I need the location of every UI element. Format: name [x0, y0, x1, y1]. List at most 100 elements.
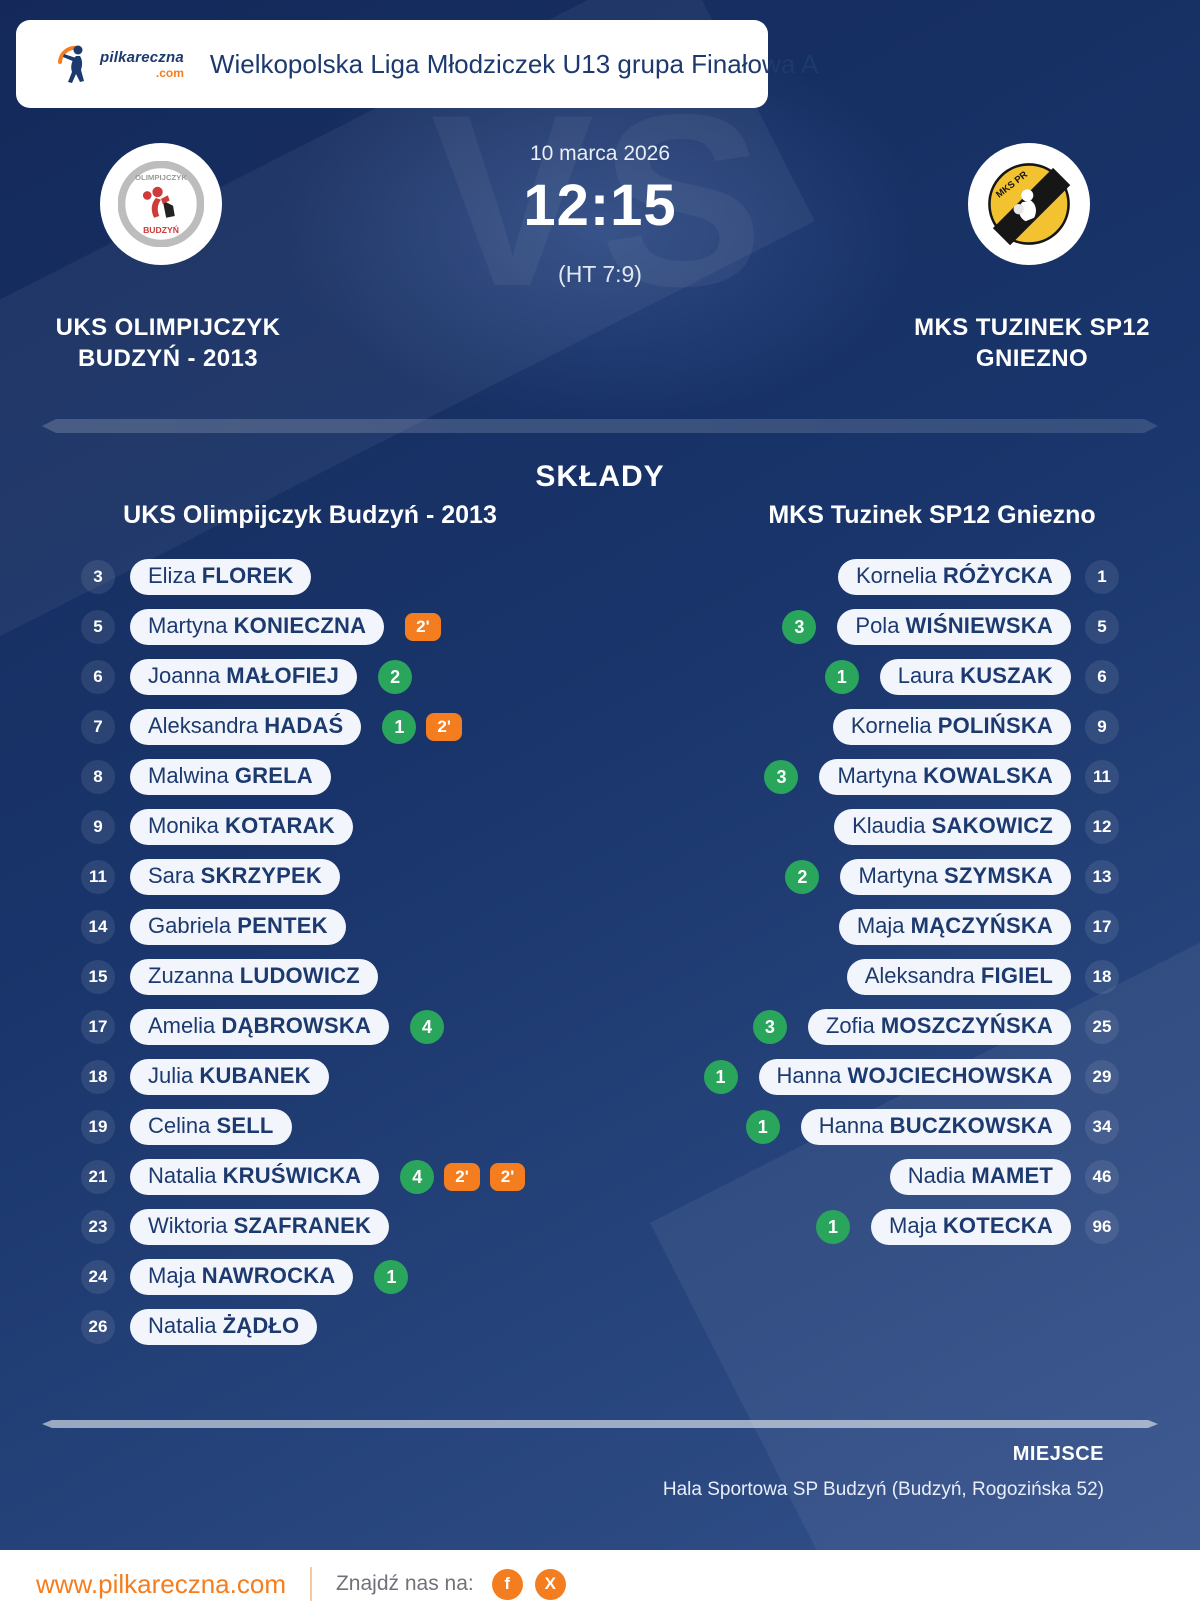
venue-value: Hala Sportowa SP Budzyń (Budzyń, Rogoziń… — [662, 1479, 1104, 1500]
player-badges: 4 2' 2' — [400, 1160, 526, 1194]
player-name-pill: Laura KUSZAK — [879, 659, 1071, 695]
player-number: 23 — [81, 1210, 115, 1244]
player-number: 29 — [1085, 1060, 1119, 1094]
player-badges: 2' — [405, 613, 441, 641]
halftime-score: (HT 7:9) — [558, 261, 642, 287]
player-number: 5 — [81, 610, 115, 644]
player-row: 3 Martyna KOWALSKA 11 — [479, 752, 1119, 802]
player-number: 1 — [1085, 560, 1119, 594]
home-team-name: UKS OLIMPIJCZYK BUDZYŃ - 2013 — [55, 314, 281, 372]
match-time: 12:15 — [523, 173, 677, 238]
lineups-heading: SKŁADY — [535, 460, 665, 493]
player-number: 24 — [81, 1260, 115, 1294]
section-divider — [42, 1420, 1158, 1428]
player-number: 6 — [1085, 660, 1119, 694]
goals-badge: 2 — [378, 660, 413, 694]
player-badges: 1 — [703, 1060, 738, 1094]
player-name-pill: Celina SELL — [130, 1109, 292, 1145]
player-number: 46 — [1085, 1160, 1119, 1194]
home-lineup-title: UKS Olimpijczyk Budzyń - 2013 — [123, 501, 497, 529]
player-row: Nadia MAMET 46 — [479, 1152, 1119, 1202]
player-number: 17 — [81, 1010, 115, 1044]
player-badges: 3 — [782, 610, 817, 644]
player-number: 12 — [1085, 810, 1119, 844]
player-row: 3 Zofia MOSZCZYŃSKA 25 — [479, 1002, 1119, 1052]
player-number: 5 — [1085, 610, 1119, 644]
penalty-2min-badge: 2' — [489, 1163, 526, 1191]
player-row: Kornelia POLIŃSKA 9 — [479, 702, 1119, 752]
venue-block: MIEJSCE Hala Sportowa SP Budzyń (Budzyń,… — [663, 1443, 1104, 1501]
player-row: 15 Zuzanna LUDOWICZ — [81, 952, 721, 1002]
player-name-pill: Martyna SZYMSKA — [840, 859, 1071, 895]
away-team-logo: MKS PR GNIEZNO — [968, 143, 1090, 265]
site-url-link[interactable]: www.pilkareczna.com — [36, 1568, 286, 1599]
goals-badge: 4 — [400, 1160, 435, 1194]
player-number: 11 — [1085, 760, 1119, 794]
player-name-pill: Eliza FLOREK — [130, 559, 312, 595]
player-row: 7 Aleksandra HADAŚ 1 2' — [81, 702, 721, 752]
goals-badge: 3 — [752, 1010, 787, 1044]
player-name-pill: Maja NAWROCKA — [130, 1259, 354, 1295]
find-us-label: Znajdź nas na: — [335, 1572, 474, 1595]
player-number: 13 — [1085, 860, 1119, 894]
goals-badge: 2 — [785, 860, 820, 894]
player-number: 9 — [1085, 710, 1119, 744]
facebook-icon[interactable]: f — [491, 1568, 523, 1600]
player-number: 96 — [1085, 1210, 1119, 1244]
player-number: 18 — [81, 1060, 115, 1094]
player-name-pill: Kornelia POLIŃSKA — [832, 709, 1071, 745]
player-name-pill: Wiktoria SZAFRANEK — [130, 1209, 390, 1245]
goals-badge: 4 — [410, 1010, 445, 1044]
player-badges: 3 — [764, 760, 799, 794]
player-number: 6 — [81, 660, 115, 694]
logo-tld: .com — [155, 65, 184, 80]
venue-label: MIEJSCE — [1012, 1443, 1104, 1465]
player-row: 5 Martyna KONIECZNA 2' — [81, 602, 721, 652]
goals-badge: 1 — [816, 1210, 851, 1244]
logo-player-icon — [58, 45, 84, 83]
player-name-pill: Natalia ŻĄDŁO — [130, 1309, 318, 1345]
svg-text:BUDZYŃ: BUDZYŃ — [143, 225, 179, 235]
player-name-pill: Sara SKRZYPEK — [130, 859, 340, 895]
player-name-pill: Aleksandra FIGIEL — [846, 959, 1071, 995]
away-team-name: MKS TUZINEK SP12 GNIEZNO — [914, 314, 1150, 372]
player-name-pill: Maja KOTECKA — [871, 1209, 1071, 1245]
player-name-pill: Martyna KOWALSKA — [819, 759, 1071, 795]
player-row: 17 Amelia DĄBROWSKA 4 — [81, 1002, 721, 1052]
match-date: 10 marca 2026 — [529, 142, 671, 165]
player-badges: 1 — [816, 1210, 851, 1244]
player-row: 8 Malwina GRELA — [81, 752, 721, 802]
player-name-pill: Joanna MAŁOFIEJ — [130, 659, 358, 695]
player-name-pill: Zuzanna LUDOWICZ — [130, 959, 378, 995]
footer-divider — [309, 1567, 312, 1601]
player-name-pill: Aleksandra HADAŚ — [130, 709, 362, 745]
social-links: f X — [491, 1568, 566, 1600]
player-row: 14 Gabriela PENTEK — [81, 902, 721, 952]
player-badges: 1 — [374, 1260, 409, 1294]
player-number: 18 — [1085, 960, 1119, 994]
player-name-pill: Monika KOTARAK — [130, 809, 353, 845]
header-card: pilkareczna .com Wielkopolska Liga Młodz… — [16, 20, 818, 108]
goals-badge: 1 — [382, 710, 417, 744]
player-row: 19 Celina SELL — [81, 1102, 721, 1152]
player-name-pill: Malwina GRELA — [130, 759, 331, 795]
player-name-pill: Klaudia SAKOWICZ — [834, 809, 1071, 845]
player-number: 14 — [81, 910, 115, 944]
goals-badge: 3 — [782, 610, 817, 644]
penalty-2min-badge: 2' — [426, 713, 462, 741]
player-name-pill: Martyna KONIECZNA — [130, 609, 385, 645]
player-number: 19 — [81, 1110, 115, 1144]
player-badges: 3 — [752, 1010, 787, 1044]
player-badges: 1 — [745, 1110, 780, 1144]
player-name-pill: Julia KUBANEK — [130, 1059, 329, 1095]
player-row: 1 Laura KUSZAK 6 — [479, 652, 1119, 702]
vs-watermark: VS — [430, 63, 770, 337]
x-icon[interactable]: X — [534, 1568, 566, 1600]
player-row: 3 Eliza FLOREK — [81, 552, 721, 602]
player-name-pill: Hanna WOJCIECHOWSKA — [758, 1059, 1071, 1095]
logo-wordmark: pilkareczna — [100, 48, 184, 66]
player-row: 26 Natalia ŻĄDŁO — [81, 1302, 721, 1352]
player-row: 1 Hanna WOJCIECHOWSKA 29 — [479, 1052, 1119, 1102]
player-row: Aleksandra FIGIEL 18 — [479, 952, 1119, 1002]
goals-badge: 1 — [824, 660, 859, 694]
